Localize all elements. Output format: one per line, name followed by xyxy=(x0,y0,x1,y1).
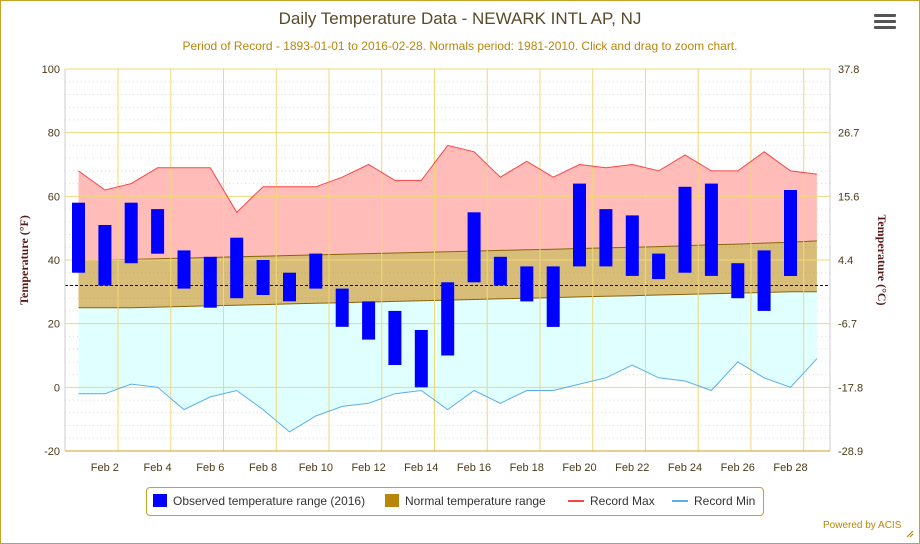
observed-bar xyxy=(652,253,666,280)
y-tick-label-right: -28.9 xyxy=(838,446,863,458)
y-tick-label: 20 xyxy=(48,319,60,331)
legend-swatch-record-min xyxy=(672,500,688,502)
y-axis-title-left: Temperature (°F) xyxy=(17,215,31,305)
legend-label-observed: Observed temperature range (2016) xyxy=(173,494,366,508)
x-tick-labels: Feb 2 Feb 4 Feb 6 Feb 8 Feb 10 Feb 12 Feb 14 Fe… xyxy=(91,462,808,474)
x-tick-label: Feb 20 xyxy=(562,462,596,474)
observed-bar xyxy=(151,209,165,254)
observed-bar xyxy=(177,250,191,289)
y-tick-labels-right: -28.9 -17.8 -6.7 4.4 15.6 26.7 37.8 xyxy=(838,64,863,458)
x-tick-label: Feb 4 xyxy=(144,462,172,474)
y-tick-label-right: -6.7 xyxy=(838,319,857,331)
record-min-band xyxy=(78,291,817,432)
observed-bar xyxy=(467,212,481,283)
legend-label-normal: Normal temperature range xyxy=(405,494,546,508)
y-tick-label: -20 xyxy=(44,446,60,458)
observed-bar xyxy=(599,209,613,267)
y-tick-label-right: -17.8 xyxy=(838,382,863,394)
observed-bar xyxy=(203,256,217,308)
observed-bar xyxy=(362,301,376,340)
y-tick-label-right: 4.4 xyxy=(838,255,853,267)
y-tick-label: 100 xyxy=(42,64,60,76)
y-tick-label-right: 37.8 xyxy=(838,64,859,76)
y-tick-label-right: 26.7 xyxy=(838,128,859,140)
y-tick-label: 40 xyxy=(48,255,60,267)
legend-swatch-normal xyxy=(385,494,399,507)
observed-bar xyxy=(72,202,85,273)
observed-bar xyxy=(784,190,797,276)
legend-swatch-record-max xyxy=(568,500,584,502)
observed-bar xyxy=(98,225,112,286)
observed-bar xyxy=(283,272,296,302)
legend-swatch-observed xyxy=(153,494,167,507)
chart-subtitle: Period of Record - 1893-01-01 to 2016-02… xyxy=(182,39,738,53)
legend-label-record-max: Record Max xyxy=(590,494,655,508)
observed-bar xyxy=(414,330,428,388)
x-tick-label: Feb 10 xyxy=(299,462,333,474)
observed-bar xyxy=(256,260,270,295)
observed-bar xyxy=(124,202,138,264)
legend-item-observed[interactable]: Observed temperature range (2016) xyxy=(153,494,365,508)
observed-bar xyxy=(731,263,745,299)
legend-item-normal[interactable]: Normal temperature range xyxy=(385,494,546,508)
observed-bar xyxy=(230,237,244,299)
powered-by-link[interactable]: Powered by ACIS xyxy=(823,520,902,531)
chart-legend: Observed temperature range (2016) Normal… xyxy=(146,487,764,516)
chart-title: Daily Temperature Data - NEWARK INTL AP,… xyxy=(278,9,642,28)
x-tick-label: Feb 2 xyxy=(91,462,119,474)
x-tick-label: Feb 8 xyxy=(249,462,277,474)
record-max-line xyxy=(78,144,817,214)
y-tick-label-right: 15.6 xyxy=(838,191,859,203)
record-min-line xyxy=(78,358,818,433)
observed-bar xyxy=(388,310,402,365)
y-tick-labels-left: -20 0 20 40 60 80 100 xyxy=(42,64,60,458)
legend-label-record-min: Record Min xyxy=(694,494,756,508)
observed-bars xyxy=(72,183,797,388)
observed-bar xyxy=(441,282,455,356)
x-tick-label: Feb 18 xyxy=(510,462,544,474)
x-tick-label: Feb 24 xyxy=(668,462,702,474)
x-tick-label: Feb 6 xyxy=(196,462,224,474)
x-tick-label: Feb 14 xyxy=(404,462,438,474)
x-tick-label: Feb 16 xyxy=(457,462,491,474)
x-tick-label: Feb 28 xyxy=(773,462,807,474)
y-tick-label: 60 xyxy=(48,191,60,203)
observed-bar xyxy=(678,186,692,273)
x-tick-label: Feb 12 xyxy=(351,462,385,474)
observed-bar xyxy=(757,250,771,311)
resize-handle-icon[interactable] xyxy=(906,530,914,538)
y-axis-title-right: Temperature (°C) xyxy=(875,214,889,305)
legend-item-record-min[interactable]: Record Min xyxy=(672,494,755,508)
normal-high-line xyxy=(78,240,817,261)
observed-bar xyxy=(520,266,534,302)
observed-bar xyxy=(625,215,639,276)
x-tick-label: Feb 22 xyxy=(615,462,649,474)
legend-item-record-max[interactable]: Record Max xyxy=(568,494,655,508)
observed-bar xyxy=(546,266,560,327)
observed-bar xyxy=(493,256,507,286)
observed-bar xyxy=(704,183,718,276)
x-tick-label: Feb 26 xyxy=(721,462,755,474)
hamburger-menu-icon[interactable] xyxy=(874,14,896,32)
y-tick-label: 0 xyxy=(54,382,60,394)
observed-bar xyxy=(573,183,586,267)
observed-bar xyxy=(309,253,323,289)
observed-bar xyxy=(335,288,349,327)
y-tick-label: 80 xyxy=(48,128,60,140)
